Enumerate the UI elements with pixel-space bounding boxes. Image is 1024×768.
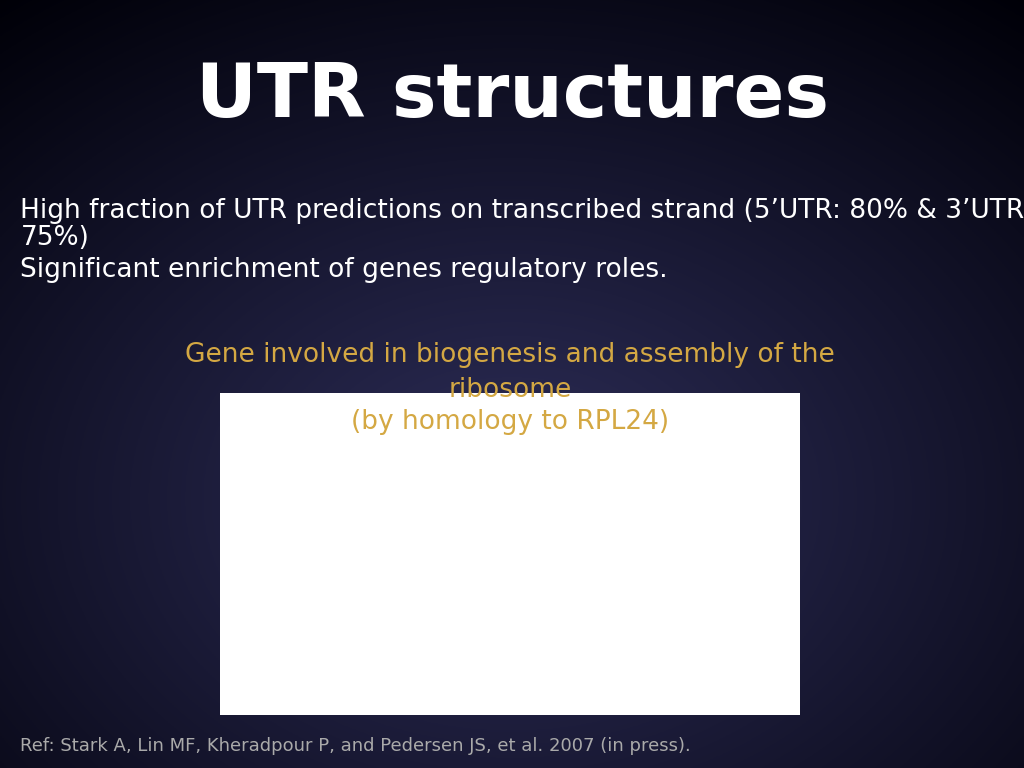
Text: Gene involved in biogenesis and assembly of the: Gene involved in biogenesis and assembly… <box>185 342 835 368</box>
Text: 75%): 75%) <box>20 225 89 251</box>
Text: UTR structures: UTR structures <box>196 59 828 133</box>
Text: ribosome: ribosome <box>449 377 571 403</box>
Text: Ref: Stark A, Lin MF, Kheradpour P, and Pedersen JS, et al. 2007 (in press).: Ref: Stark A, Lin MF, Kheradpour P, and … <box>20 737 691 756</box>
FancyBboxPatch shape <box>220 393 800 715</box>
Text: High fraction of UTR predictions on transcribed strand (5’UTR: 80% & 3’UTR:: High fraction of UTR predictions on tran… <box>20 198 1024 224</box>
Text: Significant enrichment of genes regulatory roles.: Significant enrichment of genes regulato… <box>20 257 668 283</box>
Text: (by homology to RPL24): (by homology to RPL24) <box>351 409 669 435</box>
